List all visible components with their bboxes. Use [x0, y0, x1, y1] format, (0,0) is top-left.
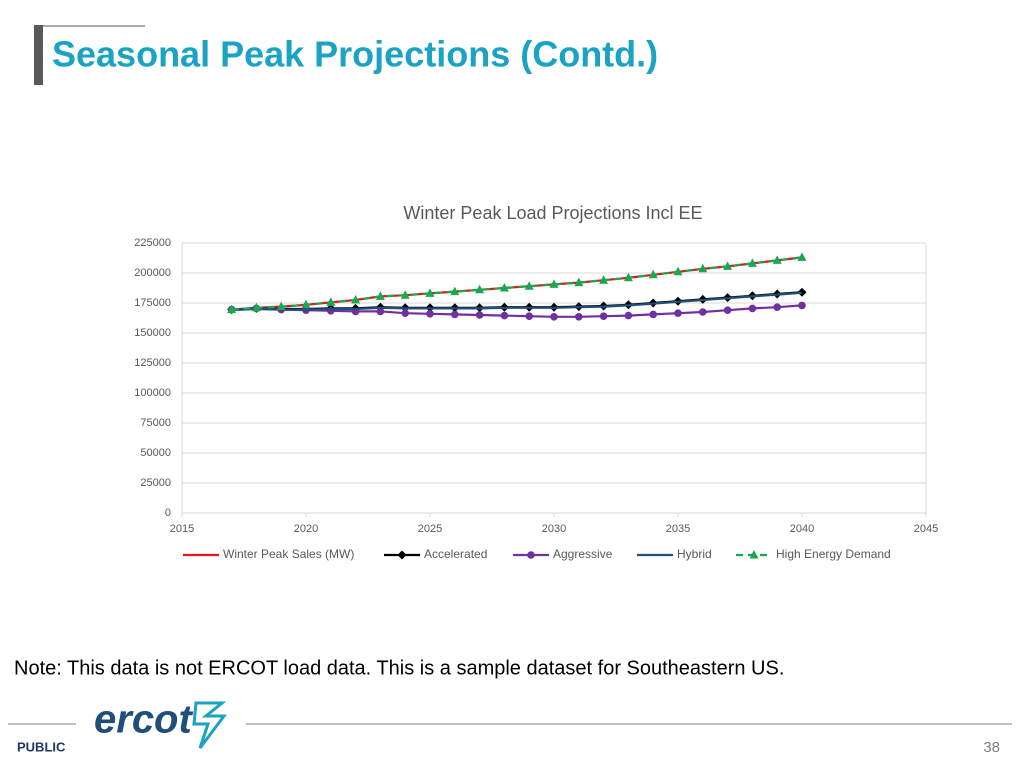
y-tick-label: 200000: [134, 267, 171, 279]
marker: [326, 297, 336, 306]
marker: [599, 275, 609, 284]
marker: [699, 308, 707, 316]
y-tick-label: 25000: [140, 477, 171, 489]
note: Note: This data is not ERCOT load data. …: [14, 657, 784, 679]
y-tick-label: 175000: [134, 297, 171, 309]
marker: [251, 302, 261, 312]
y-tick-label: 75000: [140, 417, 171, 429]
marker: [227, 304, 237, 314]
marker: [475, 311, 484, 319]
x-tick-label: 2040: [790, 523, 814, 535]
series-line: [231, 291, 803, 312]
legend-label: Accelerated: [424, 547, 487, 561]
marker: [698, 263, 708, 273]
marker: [623, 272, 633, 282]
marker: [425, 288, 435, 297]
marker: [575, 313, 583, 321]
legend-item: Hybrid: [637, 547, 712, 561]
footer-label: PUBLIC: [17, 739, 66, 754]
marker: [451, 310, 459, 319]
legend-item: Aggressive: [513, 547, 613, 561]
marker: [276, 301, 286, 311]
marker: [549, 279, 559, 288]
marker: [797, 252, 807, 261]
legend-label: Hybrid: [677, 547, 712, 561]
marker: [723, 306, 732, 315]
marker: [599, 312, 608, 321]
legend-label: High Energy Demand: [776, 547, 891, 561]
marker: [450, 286, 460, 296]
marker: [773, 303, 781, 312]
x-tick-label: 2030: [542, 523, 566, 535]
marker: [527, 551, 535, 559]
marker: [550, 313, 558, 321]
marker: [748, 304, 757, 313]
marker: [674, 309, 682, 318]
legend-item: Winter Peak Sales (MW): [183, 547, 354, 561]
marker: [376, 307, 385, 316]
marker: [525, 312, 533, 321]
marker: [499, 283, 509, 292]
y-tick-label: 150000: [134, 327, 171, 339]
x-tick-label: 2025: [418, 523, 442, 535]
legend-label: Aggressive: [553, 547, 613, 561]
marker: [301, 299, 311, 309]
marker: [500, 311, 509, 320]
marker: [749, 550, 759, 559]
marker: [772, 255, 782, 264]
y-tick-label: 225000: [134, 237, 171, 249]
marker: [649, 310, 657, 319]
page-number: 38: [983, 739, 1000, 756]
title-bar: [34, 25, 43, 85]
marker: [401, 309, 410, 318]
plot: 0 25000 50000 75000 100000 125000 150000 175000…: [134, 237, 938, 561]
marker: [475, 284, 485, 294]
y-tick-label: 125000: [134, 357, 171, 369]
x-tick-label: 2020: [294, 523, 318, 535]
series-line: [231, 256, 803, 311]
marker: [351, 295, 361, 304]
x-tick-label: 2015: [170, 523, 194, 535]
marker: [624, 311, 633, 320]
marker: [426, 310, 434, 318]
marker: [524, 281, 534, 290]
marker: [648, 269, 658, 279]
legend-item: Accelerated: [384, 547, 487, 561]
marker: [375, 291, 385, 300]
x-tick-label: 2035: [666, 523, 690, 535]
legend-item: High Energy Demand: [736, 547, 891, 561]
y-tick-label: 100000: [134, 387, 171, 399]
marker: [723, 261, 733, 270]
marker: [797, 287, 807, 297]
series-line: [231, 256, 803, 311]
chart-title: Winter Peak Load Projections Incl EE: [403, 203, 702, 223]
logo-mark: [192, 701, 227, 749]
marker: [747, 258, 757, 267]
marker: [397, 550, 407, 560]
y-tick-label: 50000: [140, 447, 171, 459]
y-tick-label: 0: [165, 507, 171, 519]
marker: [673, 266, 683, 276]
series-line: [231, 304, 803, 318]
marker: [574, 277, 584, 287]
marker: [400, 290, 410, 299]
x-tick-label: 2045: [914, 523, 938, 535]
logo: ercot: [94, 698, 193, 742]
legend-label: Winter Peak Sales (MW): [223, 547, 354, 561]
marker: [798, 301, 806, 310]
slide-title: Seasonal Peak Projections (Contd.): [52, 34, 658, 75]
